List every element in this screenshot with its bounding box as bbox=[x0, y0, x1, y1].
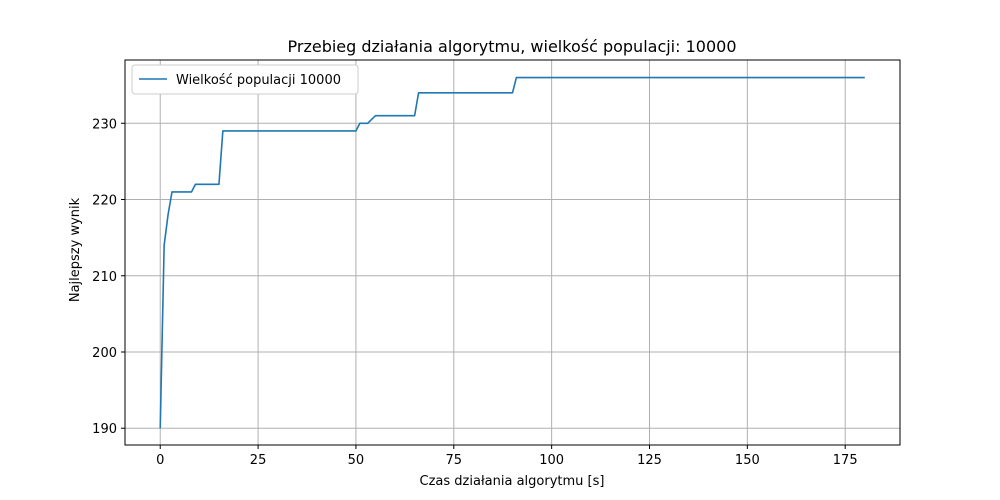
x-axis-ticks: 0 25 50 75 100 125 150 175 bbox=[156, 445, 858, 468]
x-tick-label: 25 bbox=[250, 453, 267, 468]
x-tick-label: 125 bbox=[637, 453, 662, 468]
x-tick-label: 150 bbox=[735, 453, 760, 468]
y-tick-label: 190 bbox=[92, 422, 117, 437]
y-tick-label: 200 bbox=[92, 346, 117, 361]
legend: Wielkość populacji 10000 bbox=[131, 64, 359, 95]
y-tick-label: 210 bbox=[92, 270, 117, 285]
series-line-0 bbox=[159, 76, 865, 429]
plot-frame bbox=[124, 59, 901, 446]
chart-title: Przebieg działania algorytmu, wielkość p… bbox=[288, 37, 737, 56]
series-layer bbox=[159, 76, 865, 429]
x-axis-label: Czas działania algorytmu [s] bbox=[420, 474, 605, 489]
y-axis-ticks: 190 200 210 220 230 bbox=[92, 117, 125, 437]
legend-box bbox=[131, 64, 359, 95]
legend-label: Wielkość populacji 10000 bbox=[176, 73, 341, 88]
x-tick-label: 75 bbox=[446, 453, 463, 468]
y-tick-label: 220 bbox=[92, 194, 117, 209]
y-axis-label: Najlepszy wynik bbox=[68, 197, 83, 302]
x-tick-label: 100 bbox=[539, 453, 564, 468]
grid bbox=[125, 60, 900, 445]
x-tick-label: 175 bbox=[833, 453, 858, 468]
x-tick-label: 0 bbox=[156, 453, 164, 468]
y-tick-label: 230 bbox=[92, 117, 117, 132]
x-tick-label: 50 bbox=[348, 453, 365, 468]
